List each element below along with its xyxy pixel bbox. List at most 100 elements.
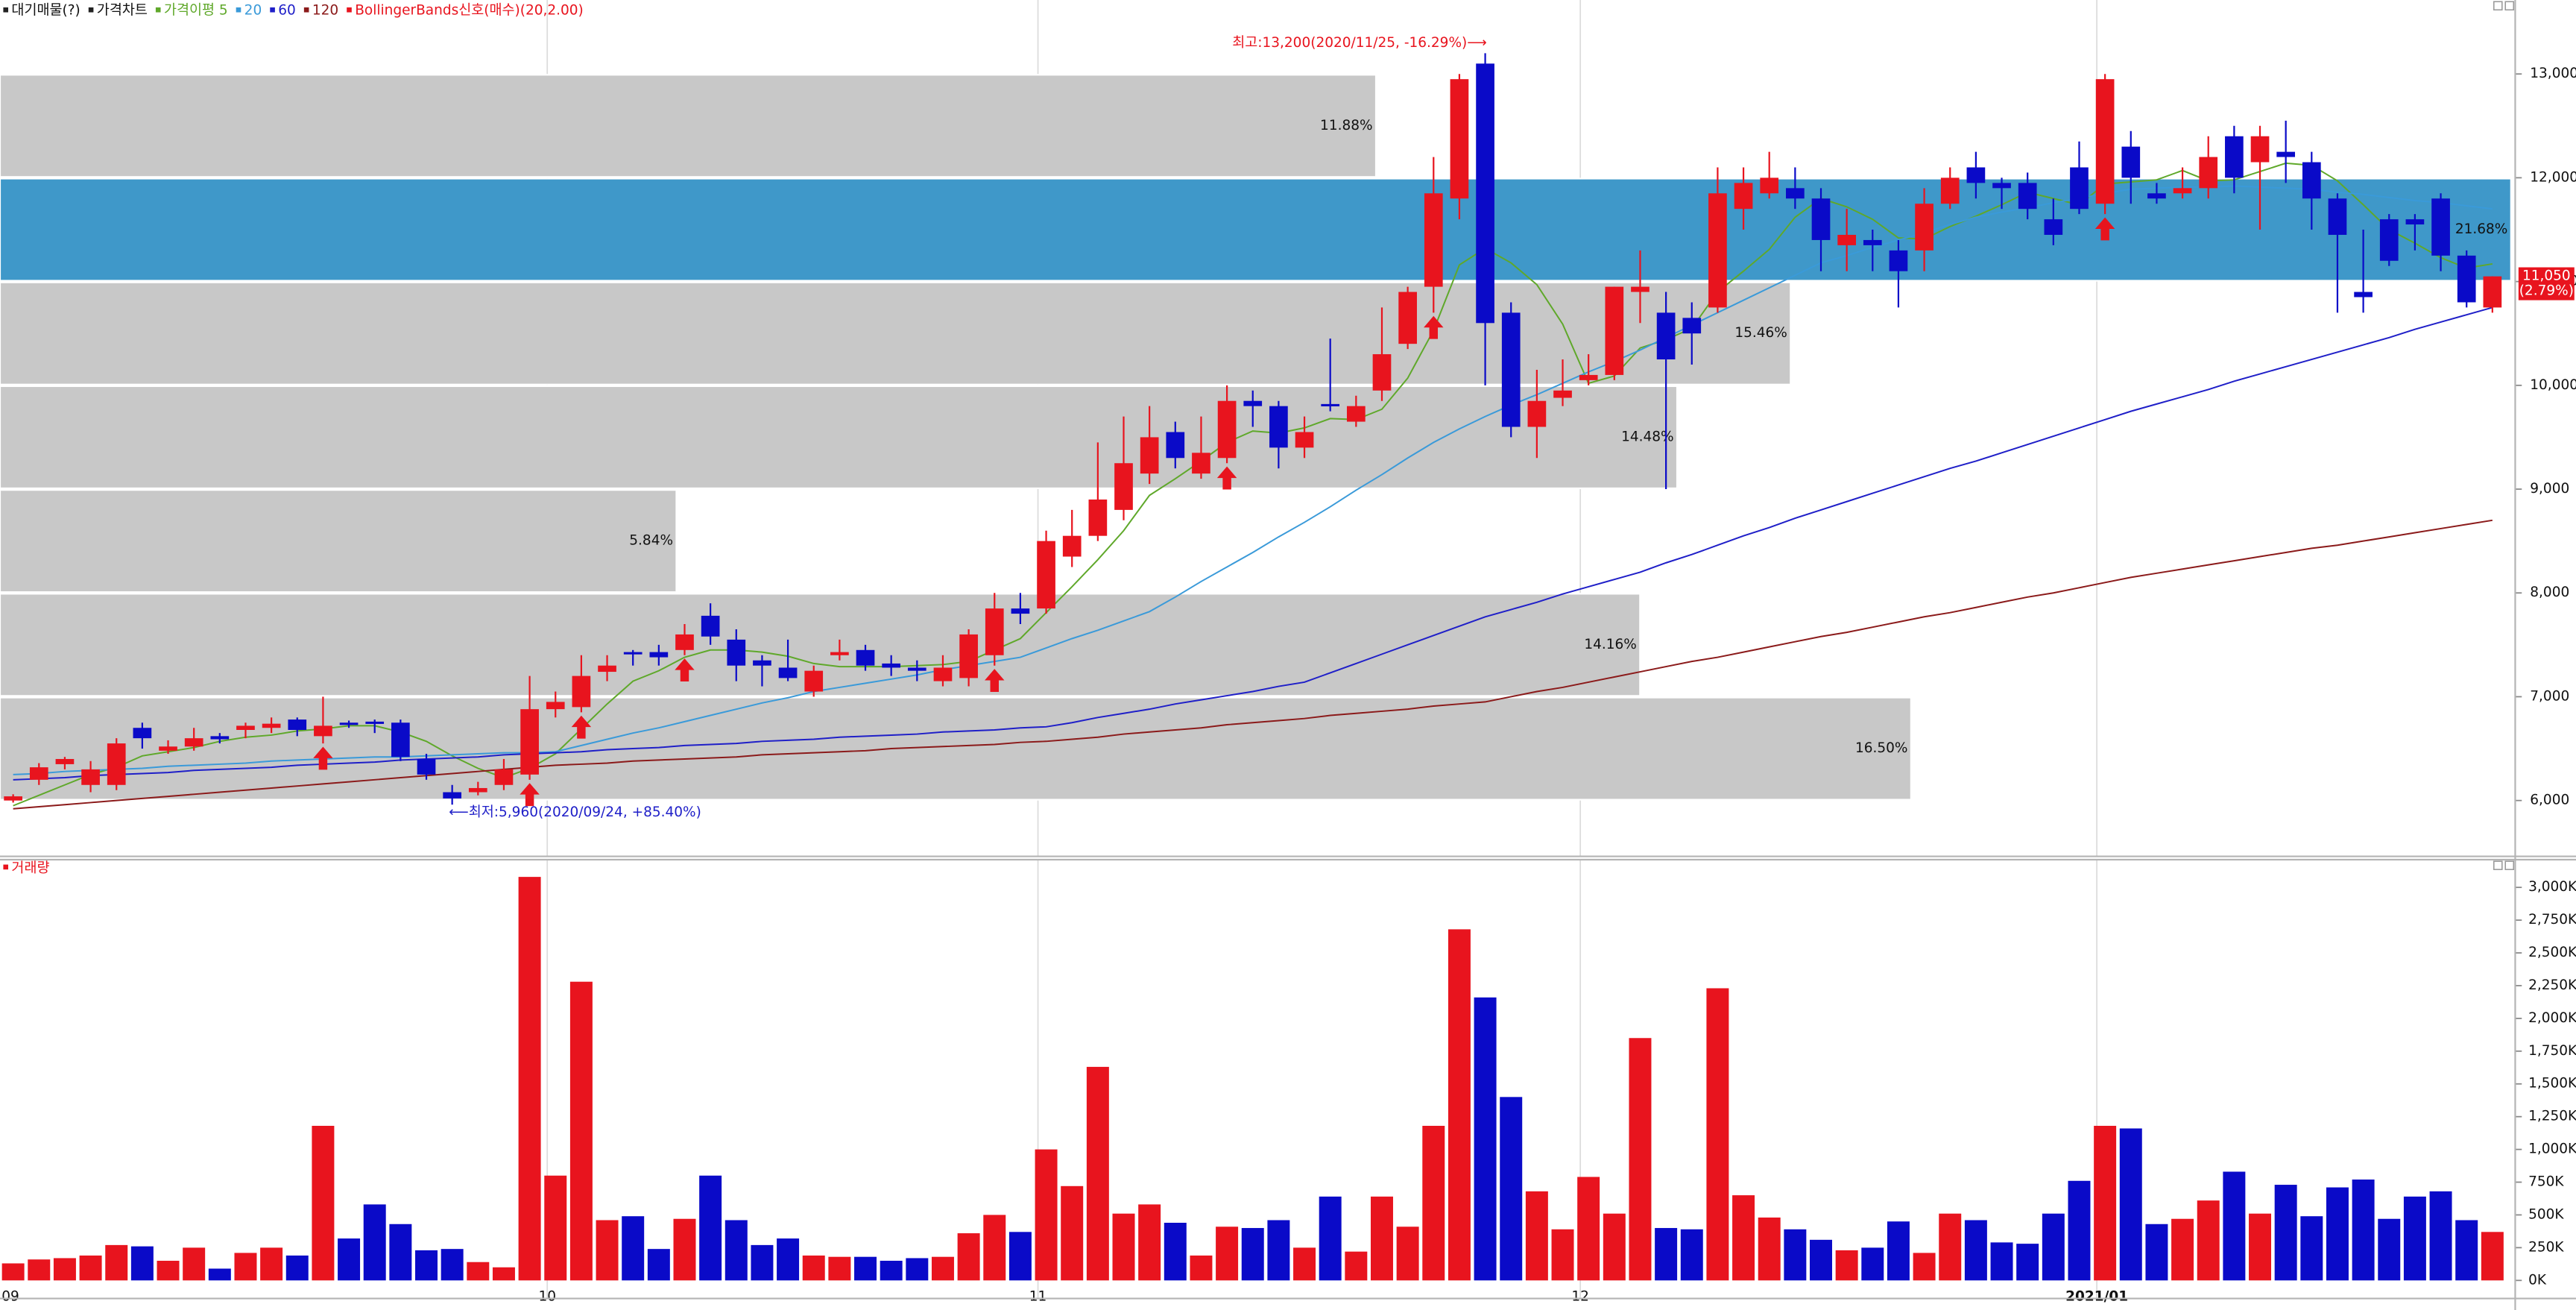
volume-bar [777,1238,800,1281]
volume-bar [1810,1239,1832,1281]
y-tick-label: 2,000K [2528,1010,2576,1026]
y-tick-label: 2,750K [2528,912,2576,928]
volume-bar [1008,1232,1032,1281]
candle-body [2095,79,2115,204]
volume-bar [2094,1125,2117,1281]
legend-marker [236,7,242,13]
volume-bar [1706,988,1729,1281]
supply-bar [0,74,1377,178]
supply-label: 11.88% [1320,118,1373,133]
candle-body [81,769,100,785]
volume-bar [2042,1213,2065,1281]
candle-body [727,639,746,666]
volume-bar [518,877,541,1281]
legend-label: 60 [278,2,296,18]
candle-body [236,725,255,730]
candle-body [1088,499,1108,536]
volume-bar [1887,1221,1910,1281]
volume-bar [1,1263,25,1281]
volume-bar [931,1256,954,1281]
candle-body [55,758,75,764]
volume-bar [1035,1149,1058,1281]
buy-signal-arrow [520,783,540,807]
candle-body [778,667,798,678]
volume-bar [260,1247,283,1281]
volume-bar [157,1260,180,1281]
candle-body [314,725,332,737]
y-tick-label: 6,000 [2530,793,2569,808]
candle-body [2173,188,2192,194]
candle-body [830,652,849,655]
volume-bar [647,1249,670,1281]
legend-marker [88,7,94,13]
candle-body [391,722,410,758]
volume-bar [2481,1232,2504,1281]
candle-body [1966,167,1986,183]
candle-body [882,663,901,668]
volume-bar [389,1224,412,1281]
volume-bar [2223,1171,2246,1281]
candle-body [1501,312,1521,427]
price-tag-label: 11,050 [2522,268,2571,284]
volume-bar [2300,1216,2323,1281]
volume-bar [53,1258,76,1281]
candle-body [907,667,926,671]
volume-bar [1422,1125,1445,1281]
panel-button[interactable] [2493,1,2503,10]
candle-body [1346,406,1366,422]
buy-signal-arrow [675,658,695,682]
volume-bar [1293,1247,1316,1281]
volume-bar [1396,1226,1419,1281]
volume-bar [699,1175,722,1281]
candle-body [2405,219,2425,225]
candle-body [520,709,539,775]
volume-bar [1784,1229,1807,1281]
candle-body [1398,292,1417,344]
supply-label: 14.16% [1584,637,1637,652]
y-tick-label: 13,000 [2530,66,2576,81]
candle-body [210,736,230,740]
volume-bar [441,1249,464,1281]
y-tick-label: 10,000 [2530,377,2576,393]
volume-bar [1061,1185,1084,1281]
volume-title: 거래량 [11,860,49,876]
candle-body [1889,250,1908,271]
supply-bar [0,696,1912,801]
y-tick-label: 0K [2528,1272,2547,1288]
y-tick-label: 750K [2528,1174,2564,1190]
x-tick-label: 12 [1571,1288,1589,1304]
candle-body [2379,219,2399,261]
panel-button[interactable] [2493,860,2503,870]
volume-bar [622,1216,645,1281]
volume-bar [285,1255,309,1281]
y-tick-label: 2,500K [2528,945,2576,960]
volume-bar [1525,1191,1548,1281]
candle-body [184,738,203,747]
volume-bar [802,1255,825,1281]
buy-signal-arrow [571,715,592,739]
supply-label: 5.84% [629,533,673,549]
volume-bar [492,1267,515,1281]
y-tick-label: 1,250K [2528,1109,2576,1124]
supply-label: 16.50% [1855,740,1908,756]
candle-body [598,665,616,673]
volume-bar [1086,1066,1109,1281]
mid-layer [1,53,2504,1281]
volume-bar [208,1268,231,1281]
candle-body [2070,167,2089,210]
candle-body [623,652,643,655]
volume-bar [2274,1185,2297,1281]
candle-body [1476,63,1494,324]
y-tick-label: 1,500K [2528,1076,2576,1092]
candle-body [494,769,514,785]
volume-bar [906,1258,929,1281]
panel-button[interactable] [2504,860,2515,870]
panel-button[interactable] [2504,1,2515,10]
legend-label: 대기매물(?) [11,2,80,18]
volume-bar [1216,1226,1239,1281]
x-tick-label: 2021/01 [2065,1288,2128,1304]
candle-body [804,670,824,692]
price-tag [2518,267,2575,300]
volume-bar [673,1218,696,1281]
candle-body [107,743,126,785]
